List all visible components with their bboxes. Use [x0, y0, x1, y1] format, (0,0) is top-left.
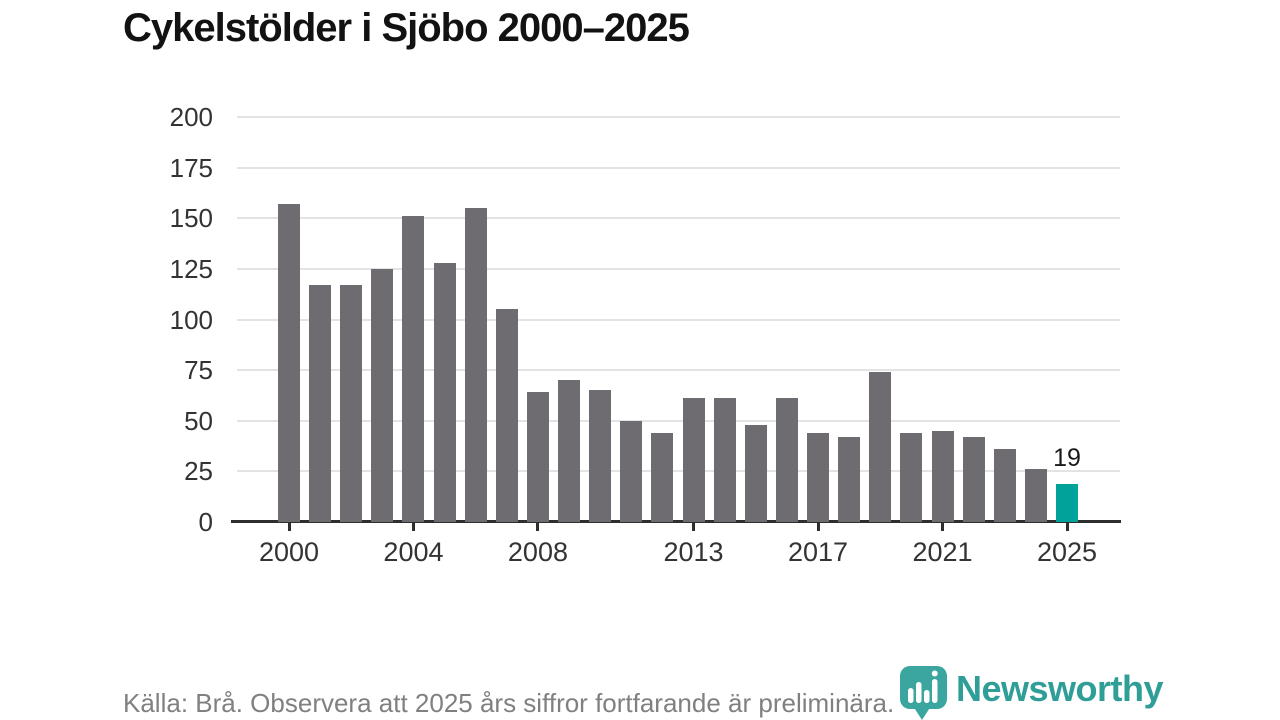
- bar-2016: [775, 398, 798, 522]
- y-axis-label-200: 200: [169, 102, 213, 132]
- bar-2007: [495, 309, 518, 522]
- bar-2021: [931, 430, 954, 522]
- x-tick-2004: [411, 522, 415, 531]
- bar-2011: [620, 420, 643, 522]
- y-axis-label-150: 150: [169, 203, 213, 234]
- bar-2013: [682, 398, 705, 522]
- bar-2022: [962, 436, 985, 522]
- gridline-75: [237, 369, 1120, 372]
- gridline-50: [237, 419, 1120, 422]
- x-axis-label-2013: 2013: [663, 537, 724, 567]
- x-tick-2008: [536, 522, 540, 531]
- bar-value-label-2025: 19: [1053, 443, 1081, 472]
- bar-2008: [526, 392, 549, 522]
- bar-2002: [340, 285, 363, 522]
- bar-2012: [651, 432, 674, 522]
- bar-2023: [993, 449, 1016, 522]
- x-tick-2013: [692, 522, 696, 531]
- x-axis-label-2021: 2021: [912, 537, 973, 567]
- x-axis-label-2008: 2008: [507, 537, 568, 567]
- y-axis-label-0: 0: [198, 507, 213, 537]
- bar-2000: [278, 204, 300, 522]
- bar-2025: [1056, 483, 1078, 522]
- bar-2014: [713, 398, 736, 522]
- bar-chart: 0 25 50 75 100 125 150 175 200 19 2000 2004 2008 2013…: [170, 103, 1121, 567]
- bar-2003: [371, 268, 394, 522]
- y-axis-label-75: 75: [184, 355, 213, 386]
- x-tick-2000: [287, 522, 291, 531]
- bar-2006: [464, 208, 487, 522]
- gridline-25: [237, 470, 1120, 473]
- page-title: Cykelstölder i Sjöbo 2000–2025: [123, 6, 690, 50]
- newsworthy-logo-icon: [900, 666, 947, 720]
- y-axis-label-50: 50: [184, 405, 213, 436]
- bar-2017: [807, 432, 830, 522]
- y-axis-label-175: 175: [169, 152, 213, 183]
- y-axis-label-125: 125: [169, 253, 213, 284]
- bar-2024: [1024, 469, 1047, 522]
- bar-2018: [838, 436, 861, 522]
- gridline-175: [237, 166, 1120, 169]
- source-note: Källa: Brå. Observera att 2025 års siffr…: [123, 688, 895, 718]
- newsworthy-logo: Newsworthy: [899, 666, 1164, 720]
- bar-2009: [558, 380, 581, 522]
- bar-2020: [900, 432, 923, 522]
- gridline-125: [237, 267, 1120, 270]
- x-axis-label-2000: 2000: [258, 537, 320, 567]
- x-axis-label-2004: 2004: [383, 537, 444, 567]
- x-tick-2025: [1065, 522, 1069, 531]
- bar-2004: [402, 216, 425, 522]
- newsworthy-logo-text: Newsworthy: [956, 668, 1164, 709]
- bar-2019: [869, 372, 892, 522]
- x-axis-label-2017: 2017: [787, 537, 849, 567]
- x-axis-label-2025: 2025: [1036, 537, 1098, 567]
- bar-2015: [744, 424, 767, 522]
- gridline-150: [237, 217, 1120, 220]
- bar-2010: [589, 390, 612, 522]
- x-tick-2017: [816, 522, 820, 531]
- y-axis-label-25: 25: [184, 456, 213, 487]
- bar-2005: [433, 262, 456, 522]
- x-axis-line: [231, 520, 1121, 523]
- x-tick-2021: [941, 522, 945, 531]
- bar-2001: [309, 285, 332, 522]
- y-axis-label-100: 100: [169, 304, 213, 335]
- gridline-200: [237, 116, 1120, 118]
- gridline-100: [237, 318, 1120, 321]
